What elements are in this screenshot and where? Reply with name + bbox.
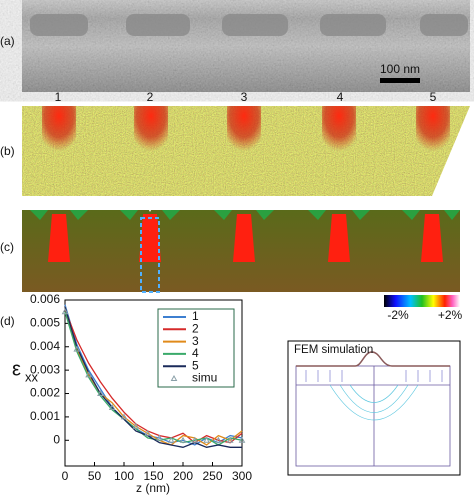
simu-point [179,436,187,443]
x-tick-label: 300 [232,469,252,483]
simu-point [73,345,81,352]
column-label: 4 [337,90,344,104]
legend-label: 2 [192,321,199,335]
x-tick-label: 200 [173,469,193,483]
panel-label: (a) [0,34,15,48]
x-tick-label: 250 [202,469,222,483]
simu-point [191,436,199,443]
y-tick-label: 0.001 [30,409,60,423]
simu-point [203,436,210,443]
x-tick-label: 150 [143,469,163,483]
legend-label: 5 [192,358,199,372]
simu-point [108,404,116,411]
legend-label: simu [192,371,217,385]
column-label: 1 [55,90,62,104]
simu-point [226,436,234,443]
colorbar-max: +2% [438,308,463,322]
simu-point [120,413,128,420]
y-axis-label-subscript: xx [25,369,39,384]
colorbar [384,295,460,307]
column-label: 2 [147,90,154,104]
column-label: 5 [430,90,437,104]
y-tick-label: 0.002 [30,386,60,400]
legend-label: 3 [192,334,199,348]
panel-label: (d) [0,314,15,328]
x-axis-label: z (nm) [136,481,170,495]
simu-point [215,436,222,443]
x-tick-label: 50 [88,469,102,483]
x-tick-label: 0 [62,469,69,483]
inset-title: FEM simulation [294,344,373,356]
series-line [64,306,242,448]
y-tick-label: 0.003 [30,362,60,376]
panel-c-image [22,204,460,293]
simu-point [132,422,140,429]
simu-point [167,436,175,443]
simu-point [97,389,104,397]
panel-label: (c) [0,240,14,254]
legend-label: 4 [192,346,199,360]
legend-box [157,308,235,388]
panel-label: (b) [0,144,15,158]
fem-inset [287,340,461,476]
panel-b-image [22,106,470,196]
y-tick-label: 0.004 [30,339,60,353]
panel-a-image [22,0,470,92]
y-axis-label: ε [12,358,21,380]
legend-marker [170,374,178,381]
simu-point [156,434,163,441]
column-label: 3 [241,90,248,104]
y-tick-label: 0.005 [30,316,60,330]
y-tick-label: 0 [53,432,60,446]
simu-point [144,429,151,436]
series-line [64,309,243,444]
simu-point [85,371,92,378]
simu-point [61,308,69,315]
y-tick-label: 0.006 [30,292,60,306]
scale-bar-label: 100 nm [380,62,420,76]
simu-point [238,436,246,443]
legend-label: 1 [192,309,199,323]
colorbar-min: -2% [387,308,409,322]
x-tick-label: 100 [114,469,134,483]
